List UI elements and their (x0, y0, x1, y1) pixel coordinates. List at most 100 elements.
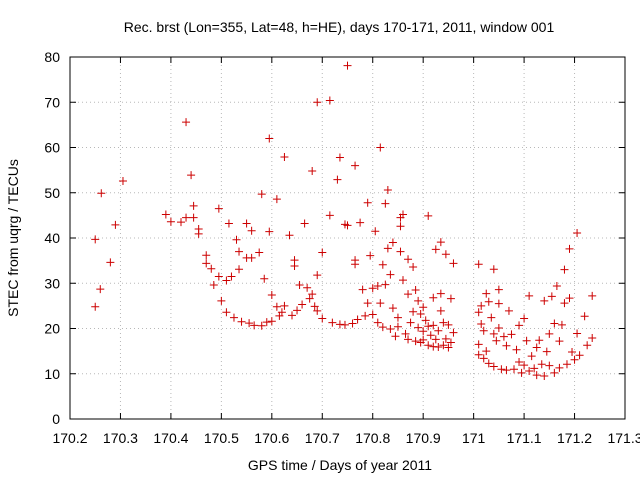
y-tick-label: 10 (44, 366, 60, 382)
data-point (194, 229, 203, 238)
data-point (494, 285, 503, 294)
data-point (318, 314, 327, 323)
data-point (532, 343, 541, 352)
data-point (288, 311, 296, 320)
data-point (295, 281, 304, 290)
data-point (494, 324, 503, 333)
data-point (224, 219, 233, 228)
data-point (446, 294, 455, 303)
data-point (343, 221, 352, 230)
data-point (441, 334, 450, 343)
data-point (277, 308, 286, 317)
data-point (202, 251, 211, 260)
data-point (436, 306, 445, 315)
data-point (441, 250, 450, 259)
data-point (424, 211, 433, 220)
data-point (527, 352, 536, 361)
data-point (227, 272, 236, 281)
data-point (257, 190, 266, 199)
data-point (222, 308, 231, 317)
data-point (401, 329, 410, 338)
data-point (474, 308, 483, 317)
data-point (358, 285, 367, 294)
data-point (477, 301, 486, 310)
data-point (555, 337, 564, 346)
data-point (487, 313, 496, 322)
data-point (106, 258, 115, 267)
data-point (328, 318, 337, 327)
data-point (363, 299, 372, 308)
y-axis-label: STEC from uqrg / TECUs (5, 159, 21, 317)
y-tick-label: 60 (44, 140, 60, 156)
data-point (580, 312, 589, 321)
data-point (388, 304, 397, 313)
data-point (209, 281, 218, 290)
data-point (363, 198, 372, 207)
data-point (386, 324, 395, 333)
data-point (406, 318, 415, 327)
data-point (411, 337, 420, 346)
data-point (429, 321, 438, 330)
x-tick-label: 170.6 (254, 430, 289, 446)
data-point (449, 328, 458, 337)
data-point (298, 300, 307, 309)
data-point (182, 118, 191, 127)
data-point (235, 247, 244, 256)
data-point (237, 317, 246, 326)
data-point (489, 362, 498, 371)
data-point (444, 320, 453, 329)
chart-title: Rec. brst (Lon=355, Lat=48, h=HE), days … (124, 19, 555, 35)
grid-lines (70, 57, 625, 419)
x-tick-label: 170.5 (204, 430, 239, 446)
data-point (229, 313, 238, 322)
data-point (325, 211, 334, 220)
data-point (91, 235, 100, 244)
data-point (560, 299, 569, 308)
data-point (235, 265, 244, 274)
data-point (353, 315, 362, 324)
data-point (388, 238, 397, 247)
data-point (378, 323, 387, 332)
data-point (272, 195, 281, 204)
data-point (520, 361, 529, 370)
y-tick-label: 20 (44, 321, 60, 337)
data-point (431, 335, 440, 344)
data-point (166, 217, 175, 226)
data-point (421, 316, 430, 325)
data-point (479, 326, 488, 335)
data-point (530, 364, 539, 373)
data-point (573, 329, 582, 338)
data-point (368, 284, 377, 293)
data-point (409, 262, 418, 271)
y-tick-label: 70 (44, 94, 60, 110)
data-point (436, 289, 445, 298)
data-point (520, 314, 529, 323)
x-tick-label: 170.4 (153, 430, 188, 446)
data-point (474, 260, 483, 269)
axis-ticks: 170.2 170.3 170.4 170.5 170.6 170.7 170.8 170.9… (44, 49, 640, 446)
data-point (343, 61, 352, 70)
data-point (257, 321, 266, 330)
data-point (232, 235, 241, 244)
y-tick-label: 0 (52, 411, 60, 427)
data-point (431, 245, 440, 254)
data-point (517, 368, 526, 377)
data-point (247, 226, 256, 235)
data-point (583, 341, 592, 350)
data-points (91, 61, 597, 381)
data-point (560, 265, 569, 274)
x-tick-label: 170.9 (406, 430, 441, 446)
data-point (262, 318, 271, 327)
data-point (562, 360, 571, 369)
data-point (492, 336, 501, 345)
data-point (545, 329, 554, 338)
data-point (187, 171, 196, 180)
x-tick-label: 170.3 (103, 430, 138, 446)
data-point (525, 291, 534, 300)
data-point (285, 231, 294, 240)
data-point (515, 357, 524, 366)
data-point (393, 313, 402, 322)
data-point (411, 286, 420, 295)
